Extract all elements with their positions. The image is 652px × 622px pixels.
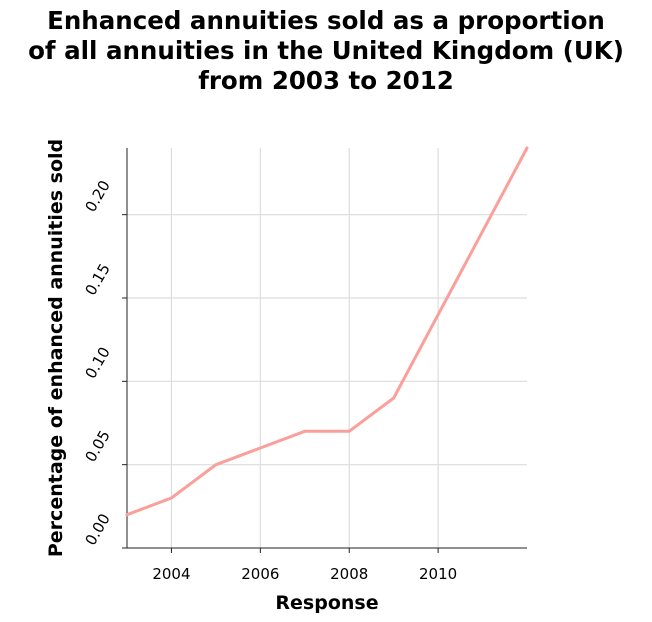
y-axis-title: Percentage of enhanced annuities sold [45, 139, 67, 557]
y-tick-label: 0.10 [82, 344, 114, 382]
y-tick-label: 0.20 [82, 177, 114, 215]
ticks: 2004 2006 2008 2010 0.00 0.05 0.10 0.15 0.20 [82, 177, 458, 583]
x-axis-title: Response [275, 592, 378, 614]
chart-title-line-3: from 2003 to 2012 [198, 66, 454, 95]
y-tick-label: 0.00 [82, 511, 114, 549]
series [125, 146, 529, 517]
chart-title-line-2: of all annuities in the United Kingdom (… [28, 36, 624, 65]
series-line [125, 146, 529, 517]
x-tick-label: 2006 [241, 565, 279, 583]
grid [127, 148, 527, 548]
x-tick-label: 2010 [419, 565, 457, 583]
chart-title: Enhanced annuities sold as a proportion … [0, 6, 652, 96]
x-tick-label: 2008 [330, 565, 368, 583]
y-tick-label: 0.05 [82, 427, 114, 465]
chart-title-line-1: Enhanced annuities sold as a proportion [47, 6, 605, 35]
x-tick-label: 2004 [152, 565, 190, 583]
y-tick-label: 0.15 [82, 261, 114, 299]
